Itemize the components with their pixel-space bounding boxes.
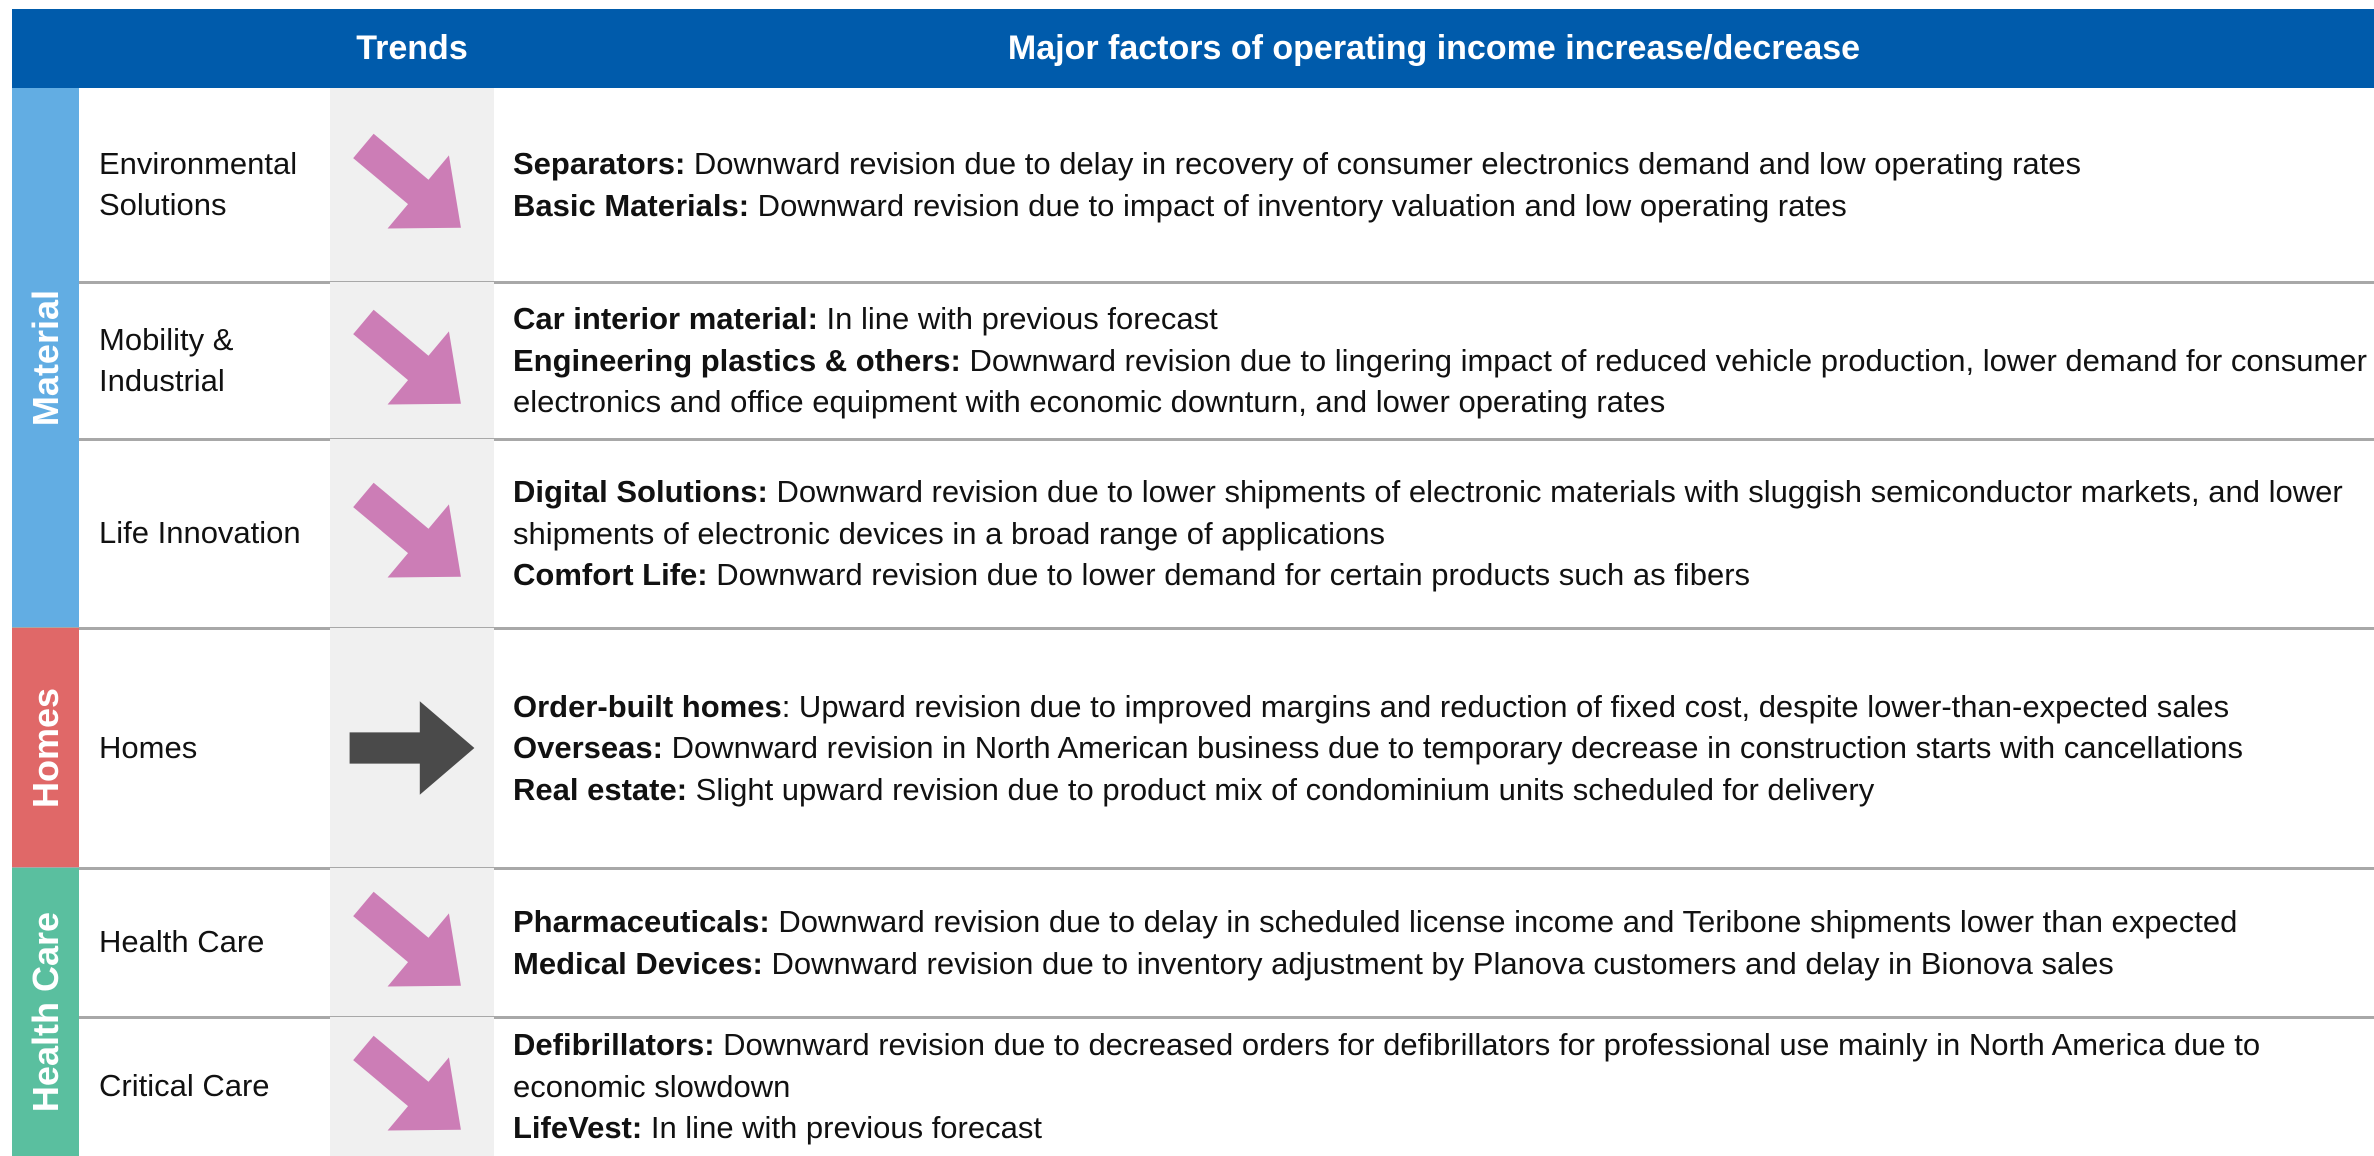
arrow-shape xyxy=(353,1035,461,1131)
row-separator xyxy=(79,1016,2374,1019)
trend-arrow xyxy=(353,133,461,229)
segment-name: Homes xyxy=(99,729,198,765)
factors-cell: Defibrillators: Downward revision due to… xyxy=(494,1017,2374,1156)
segment-cell: Mobility & Industrial xyxy=(79,282,330,439)
factors-cell: Digital Solutions: Downward revision due… xyxy=(494,439,2374,628)
arrow-shape xyxy=(353,891,461,987)
row-separator xyxy=(79,438,2374,441)
trend-arrow xyxy=(353,309,461,405)
factors-cell: Pharmaceuticals: Downward revision due t… xyxy=(494,868,2374,1017)
header-bar xyxy=(12,9,2374,88)
factor-label: Order-built homes xyxy=(513,688,782,724)
factor-label: Medical Devices: xyxy=(513,945,763,981)
factor-text: Downward revision due to impact of inven… xyxy=(749,188,1847,223)
trend-cell xyxy=(330,628,494,868)
trend-arrow xyxy=(353,891,461,987)
factor-line: Defibrillators: Downward revision due to… xyxy=(513,1024,2368,1107)
factor-label: Pharmaceuticals: xyxy=(513,903,770,939)
factors-cell: Order-built homes: Upward revision due t… xyxy=(494,628,2374,868)
factor-label: Overseas: xyxy=(513,730,663,766)
factor-line: Separators: Downward revision due to del… xyxy=(513,143,2368,185)
factor-text: Downward revision due to lower shipments… xyxy=(513,474,2343,551)
segment-cell: Environmental Solutions xyxy=(79,88,330,282)
arrow-shape xyxy=(353,482,461,578)
factors-cell: Car interior material: In line with prev… xyxy=(494,282,2374,439)
segment-name: Critical Care xyxy=(99,1068,270,1104)
factor-label: Digital Solutions: xyxy=(513,474,768,510)
trend-arrow xyxy=(353,482,461,578)
segment-name: Life Innovation xyxy=(99,515,301,551)
factor-line: Car interior material: In line with prev… xyxy=(513,298,2368,340)
factor-line: Order-built homes: Upward revision due t… xyxy=(513,686,2368,728)
trend-arrow xyxy=(353,1035,461,1131)
factor-text: Downward revision due to delay in schedu… xyxy=(769,903,2238,939)
trend-cell xyxy=(330,868,494,1017)
factor-label: Basic Materials: xyxy=(513,188,750,223)
factor-line: Basic Materials: Downward revision due t… xyxy=(513,185,2368,227)
group-band: Homes xyxy=(12,628,79,868)
factor-text: Slight upward revision due to product mi… xyxy=(687,771,1875,807)
segment-name: Environmental Solutions xyxy=(99,146,298,222)
trend-cell xyxy=(330,88,494,282)
arrow-shape xyxy=(349,701,475,795)
group-separator xyxy=(12,867,2374,870)
segment-cell: Life Innovation xyxy=(79,439,330,628)
group-name: Material xyxy=(24,289,66,427)
factor-label: Comfort Life: xyxy=(513,557,708,593)
header-trends: Trends xyxy=(356,29,468,67)
factor-line: Medical Devices: Downward revision due t… xyxy=(513,943,2368,985)
factors-cell: Separators: Downward revision due to del… xyxy=(494,88,2374,282)
factor-label: Defibrillators: xyxy=(513,1027,715,1063)
factor-label: Car interior material: xyxy=(513,301,818,337)
factor-text: Downward revision in North American busi… xyxy=(662,730,2243,766)
factor-text: : Upward revision due to improved margin… xyxy=(781,688,2230,724)
group-band: Health Care xyxy=(12,868,79,1156)
factor-line: Overseas: Downward revision in North Ame… xyxy=(513,727,2368,769)
factor-text: In line with previous forecast xyxy=(817,301,1218,337)
factor-text: In line with previous forecast xyxy=(642,1110,1042,1146)
factor-line: Real estate: Slight upward revision due … xyxy=(513,769,2368,811)
factor-text: Downward revision due to delay in recove… xyxy=(685,146,2082,182)
group-name: Health Care xyxy=(24,911,66,1113)
factor-line: LifeVest: In line with previous forecast xyxy=(513,1107,2368,1149)
trend-cell xyxy=(330,282,494,439)
arrow-shape xyxy=(353,309,461,405)
trend-cell xyxy=(330,439,494,628)
trend-arrow xyxy=(349,701,475,795)
group-name: Homes xyxy=(24,687,66,809)
factor-text: Downward revision due to lower demand fo… xyxy=(707,557,1751,593)
row-separator xyxy=(79,281,2374,284)
factor-line: Pharmaceuticals: Downward revision due t… xyxy=(513,901,2368,943)
segment-name: Mobility & Industrial xyxy=(99,321,234,398)
header-factors: Major factors of operating income increa… xyxy=(1007,29,1861,67)
arrow-shape xyxy=(353,133,461,229)
factor-label: Separators: xyxy=(513,146,686,182)
group-separator xyxy=(12,627,2374,630)
trend-cell xyxy=(330,1017,494,1156)
factor-text: Downward revision due to lingering impac… xyxy=(513,342,2367,420)
segment-cell: Homes xyxy=(79,628,330,868)
factor-label: Real estate: xyxy=(513,771,688,807)
factor-label: Engineering plastics & others: xyxy=(513,342,961,378)
segment-name: Health Care xyxy=(99,924,265,960)
group-band: Material xyxy=(12,88,79,628)
segment-cell: Critical Care xyxy=(79,1017,330,1156)
factor-text: Downward revision due to decreased order… xyxy=(513,1027,2261,1104)
factor-line: Engineering plastics & others: Downward … xyxy=(513,340,2368,423)
factor-text: Downward revision due to inventory adjus… xyxy=(762,945,2114,981)
factor-label: LifeVest: xyxy=(513,1110,643,1146)
segment-cell: Health Care xyxy=(79,868,330,1017)
factor-line: Digital Solutions: Downward revision due… xyxy=(513,471,2368,554)
factor-line: Comfort Life: Downward revision due to l… xyxy=(513,554,2368,596)
